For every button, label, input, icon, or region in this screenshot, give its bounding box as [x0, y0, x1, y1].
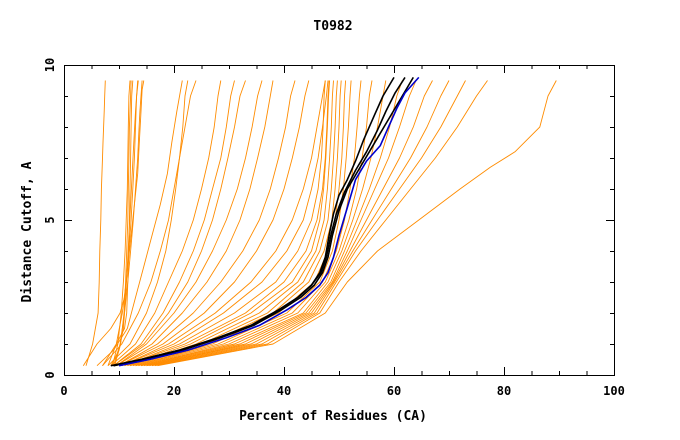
chart-title: T0982	[313, 19, 352, 34]
series-line-model-4	[110, 80, 139, 366]
series-line-model-11	[107, 80, 189, 367]
series-line-model-35	[149, 80, 450, 367]
x-tick-label: 60	[387, 384, 401, 398]
series-line-model-8	[111, 80, 131, 366]
tick-labels-layer: 0 20 40 60 80 100 0 5 10	[43, 58, 625, 398]
y-tick-label: 5	[43, 216, 57, 223]
series-line-model-13	[113, 80, 235, 367]
x-tick-label: 80	[497, 384, 511, 398]
series-line-model-1	[85, 80, 106, 366]
series-line-model-22	[124, 80, 330, 367]
x-tick-label: 100	[603, 384, 625, 398]
series-line-model-33	[146, 80, 417, 367]
series-line-model-24	[129, 80, 334, 367]
y-axis-title: Distance Cutoff, A	[20, 161, 35, 302]
series-line-model-32	[143, 80, 403, 367]
series-line-model-37	[154, 80, 488, 367]
series-line-model-23	[127, 80, 331, 367]
series-line-model-21	[124, 80, 326, 367]
series-line-model-6	[114, 80, 132, 366]
series-line-model-12	[110, 80, 222, 367]
series-line-model-19	[121, 80, 326, 367]
series-line-model-16	[116, 80, 274, 367]
series-line-model-27	[135, 80, 347, 367]
y-tick-label: 0	[43, 371, 57, 378]
x-axis-title: Percent of Residues (CA)	[239, 409, 427, 424]
x-tick-label: 0	[60, 384, 67, 398]
x-tick-label: 40	[277, 384, 291, 398]
series-line-model-black-3	[110, 76, 406, 367]
ticks-layer	[64, 65, 615, 376]
series-line-model-2	[82, 80, 145, 366]
series-line-model-outlier	[157, 80, 557, 367]
series-line-model-18	[118, 80, 310, 367]
series-layer	[82, 76, 557, 367]
series-line-model-blue	[118, 76, 420, 367]
series-line-model-30	[140, 80, 373, 367]
series-line-model-31	[140, 80, 387, 367]
x-tick-label: 20	[167, 384, 181, 398]
series-line-model-17	[118, 80, 296, 367]
series-line-model-25	[129, 80, 338, 367]
series-line-model-36	[151, 80, 466, 367]
series-line-model-15	[116, 80, 263, 367]
series-line-model-9	[96, 80, 183, 367]
series-line-model-34	[146, 80, 433, 367]
series-line-model-10	[102, 80, 197, 366]
y-tick-label: 10	[43, 58, 57, 72]
series-line-model-black-2	[113, 76, 414, 367]
series-line-model-29	[138, 80, 362, 367]
series-line-model-14	[113, 80, 246, 367]
